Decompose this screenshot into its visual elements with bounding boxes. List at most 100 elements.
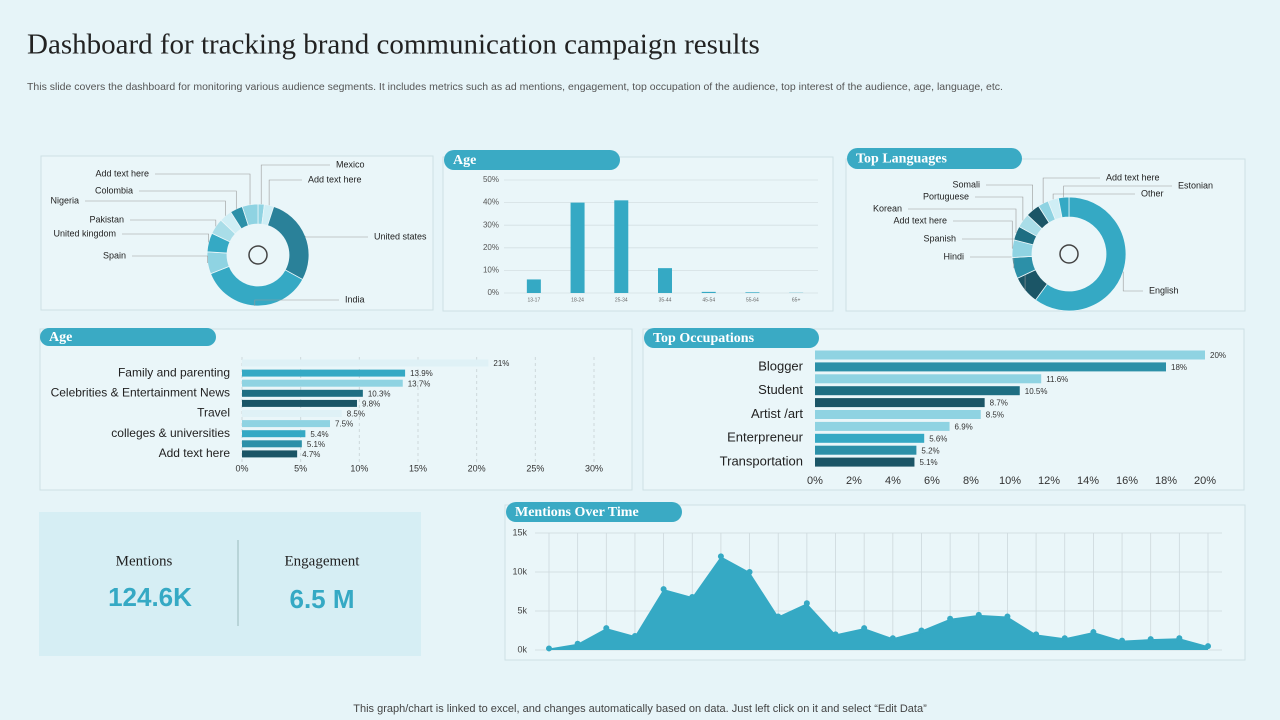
leader-line bbox=[1063, 185, 1172, 198]
point bbox=[803, 600, 810, 607]
bar bbox=[701, 291, 716, 293]
value-label: 8.5% bbox=[986, 411, 1004, 420]
point bbox=[574, 640, 581, 647]
section-header bbox=[644, 328, 819, 348]
slice-label: Hindi bbox=[943, 251, 964, 261]
slice-label: Korean bbox=[873, 203, 902, 213]
point bbox=[775, 613, 782, 620]
y-tick-label: Blogger bbox=[758, 358, 803, 373]
value-label: 5.1% bbox=[919, 458, 937, 467]
y-tick-label: 15k bbox=[512, 527, 527, 537]
page-subtitle: This slide covers the dashboard for moni… bbox=[27, 81, 1003, 93]
center-icon bbox=[1059, 244, 1079, 264]
y-tick-label: Enterpreneur bbox=[727, 430, 804, 445]
point bbox=[1061, 635, 1068, 642]
value-label: 9.8% bbox=[362, 400, 380, 409]
value-label: 5.1% bbox=[307, 440, 325, 449]
x-tick-label: 20% bbox=[468, 463, 486, 473]
kpi-panel bbox=[39, 512, 421, 656]
y-tick-label: 10% bbox=[483, 266, 499, 275]
slice-label: Add text here bbox=[308, 174, 362, 184]
bar bbox=[242, 410, 342, 417]
bar bbox=[815, 374, 1042, 384]
x-tick-label: 65+ bbox=[792, 297, 801, 303]
leader-line bbox=[953, 220, 1013, 249]
slice-label: Spain bbox=[103, 250, 126, 260]
page-title: Dashboard for tracking brand communicati… bbox=[27, 29, 760, 61]
x-tick-label: 10% bbox=[999, 475, 1021, 487]
bar bbox=[745, 292, 760, 293]
section-header bbox=[40, 328, 216, 346]
slice-label: Portuguese bbox=[923, 191, 969, 201]
point bbox=[1147, 636, 1154, 643]
y-tick-label: Artist /art bbox=[751, 406, 803, 421]
slice-label: Add text here bbox=[893, 215, 947, 225]
x-tick-label: 10% bbox=[350, 463, 368, 473]
value-label: 21% bbox=[493, 359, 509, 368]
value-label: 18% bbox=[1171, 363, 1187, 372]
bar bbox=[242, 369, 406, 377]
point bbox=[1205, 643, 1211, 650]
x-tick-label: 6% bbox=[924, 475, 940, 487]
bar bbox=[815, 421, 950, 431]
point bbox=[889, 635, 896, 642]
leader-line bbox=[139, 190, 237, 209]
x-tick-label: 30% bbox=[585, 463, 603, 473]
value-label: 10.5% bbox=[1025, 387, 1048, 396]
leader-line bbox=[986, 184, 1033, 211]
area bbox=[549, 556, 1208, 650]
bar bbox=[815, 362, 1166, 372]
value-label: 20% bbox=[1210, 351, 1226, 360]
y-tick-label: Celebrities & Entertainment News bbox=[51, 385, 230, 399]
x-tick-label: 20% bbox=[1194, 475, 1216, 487]
section-title: Age bbox=[49, 330, 72, 345]
bar bbox=[815, 398, 985, 408]
bar bbox=[242, 420, 330, 428]
x-tick-label: 16% bbox=[1116, 475, 1138, 487]
y-tick-label: Student bbox=[758, 382, 803, 397]
point bbox=[947, 615, 954, 622]
leader-line bbox=[305, 236, 368, 238]
value-label: 7.5% bbox=[335, 420, 353, 429]
leader-line bbox=[908, 208, 1017, 234]
slice-label: Add text here bbox=[95, 168, 149, 178]
x-tick-label: 18-24 bbox=[571, 297, 584, 303]
panel bbox=[845, 158, 1246, 312]
footer-note: This graph/chart is linked to excel, and… bbox=[353, 703, 927, 715]
bar bbox=[815, 457, 915, 467]
bar bbox=[242, 440, 302, 448]
y-tick-label: 40% bbox=[483, 198, 499, 207]
leader-line bbox=[260, 164, 330, 205]
x-tick-label: 2% bbox=[846, 475, 862, 487]
x-tick-label: 8% bbox=[963, 475, 979, 487]
value-label: 10.3% bbox=[368, 389, 391, 398]
section-header bbox=[847, 148, 1022, 169]
donut-slice bbox=[1057, 196, 1070, 219]
slice-label: Pakistan bbox=[89, 214, 124, 224]
x-tick-label: 35-44 bbox=[659, 297, 672, 303]
y-tick-label: Add text here bbox=[159, 446, 231, 460]
y-tick-label: Transportation bbox=[720, 454, 803, 469]
y-tick-label: Travel bbox=[197, 406, 230, 420]
point bbox=[918, 627, 925, 634]
x-tick-label: 15% bbox=[409, 463, 427, 473]
leader-line bbox=[85, 200, 226, 216]
x-tick-label: 25-34 bbox=[615, 297, 628, 303]
slice-label: English bbox=[1149, 285, 1179, 295]
slice-label: Mexico bbox=[336, 159, 365, 169]
bar bbox=[570, 202, 585, 293]
x-tick-label: 12% bbox=[1038, 475, 1060, 487]
x-tick-label: 0% bbox=[807, 475, 823, 487]
leader-line bbox=[155, 173, 251, 205]
donut-slice bbox=[1034, 196, 1127, 312]
bar bbox=[815, 445, 917, 455]
y-tick-label: 0k bbox=[517, 644, 527, 654]
y-tick-label: 0% bbox=[487, 288, 499, 297]
point bbox=[861, 625, 868, 632]
bar bbox=[242, 399, 357, 407]
panel bbox=[442, 156, 834, 312]
bar bbox=[526, 279, 541, 293]
value-label: 8.7% bbox=[990, 399, 1008, 408]
leader-line bbox=[254, 299, 339, 306]
bar bbox=[242, 379, 403, 387]
